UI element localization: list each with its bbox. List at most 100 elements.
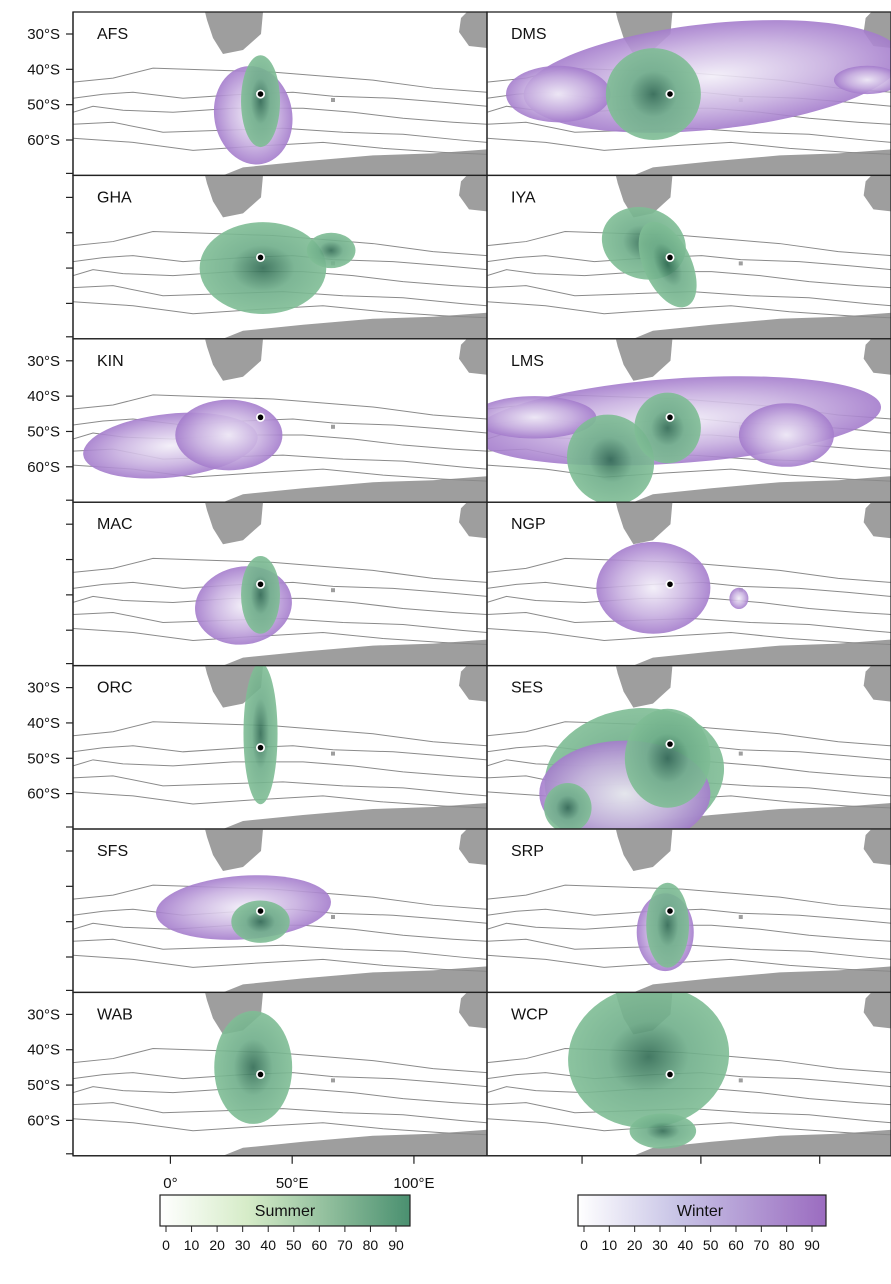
- y-tick-label: 50°S: [27, 750, 60, 767]
- winter-colorbar-tick-label: 80: [779, 1237, 795, 1253]
- island-kerguelen: [738, 1078, 743, 1083]
- map-panel-ses: SES: [486, 664, 891, 830]
- winter-colorbar-tick-label: 40: [678, 1237, 694, 1253]
- map-panel-lms: LMS: [486, 338, 891, 503]
- y-tick-label: 40°S: [27, 715, 60, 732]
- summer-density: [231, 900, 290, 943]
- summer-density: [638, 221, 697, 308]
- panel-label: WAB: [97, 1006, 133, 1023]
- front-line: [73, 938, 487, 960]
- winter-density: [175, 399, 283, 471]
- front-line: [73, 791, 487, 809]
- island-kerguelen: [738, 261, 743, 266]
- winter-colorbar-tick-label: 30: [652, 1237, 668, 1253]
- front-line: [73, 775, 487, 797]
- island-kerguelen: [738, 915, 743, 919]
- map-panel-sfs: SFS: [72, 828, 488, 994]
- map-panel-wab: WAB: [72, 991, 488, 1157]
- map-panel-gha: GHA: [72, 174, 488, 340]
- y-tick-label: 30°S: [27, 680, 60, 697]
- front-line: [487, 464, 891, 482]
- y-tick-label: 60°S: [27, 786, 60, 803]
- land-africa: [615, 829, 673, 871]
- summer-density: [199, 222, 327, 314]
- map-panel-ngp: NGP: [486, 501, 891, 667]
- land-antarctica: [633, 639, 891, 666]
- colony-dot: [257, 744, 264, 751]
- colony-dot: [257, 1071, 264, 1078]
- land-africa: [205, 829, 263, 871]
- front-line: [487, 884, 891, 910]
- land-antarctica: [633, 966, 891, 993]
- winter-colorbar: [577, 1194, 827, 1227]
- y-tick-label: 50°S: [27, 423, 60, 440]
- winter-legend-title: Winter: [677, 1203, 724, 1220]
- island-kerguelen: [331, 751, 335, 756]
- land-africa: [205, 338, 263, 381]
- land-antarctica: [633, 312, 891, 339]
- y-tick-label: 60°S: [27, 1112, 60, 1129]
- panel-label: GHA: [97, 189, 132, 206]
- summer-density: [624, 708, 711, 808]
- map-panel-srp: SRP: [486, 828, 891, 994]
- colony-dot: [667, 741, 673, 747]
- summer-legend-title: Summer: [255, 1203, 316, 1220]
- summer-density: [241, 55, 280, 148]
- winter-colorbar-tick-label: 20: [627, 1237, 643, 1253]
- colony-dot: [257, 254, 264, 261]
- winter-density: [487, 396, 597, 439]
- front-line: [487, 137, 891, 155]
- land-africa: [205, 502, 263, 545]
- front-line: [487, 231, 891, 257]
- summer-density: [566, 414, 655, 503]
- panel-label: AFS: [97, 26, 128, 43]
- winter-colorbar-tick-label: 60: [728, 1237, 744, 1253]
- y-tick-label: 40°S: [27, 388, 60, 405]
- front-line: [487, 1118, 891, 1136]
- front-line: [73, 954, 487, 972]
- land-africa: [205, 12, 263, 54]
- land-antarctica: [223, 1129, 487, 1156]
- island-kerguelen: [738, 751, 743, 756]
- front-line: [73, 1102, 487, 1124]
- map-panel-afs: AFS: [72, 11, 488, 177]
- winter-density: [596, 541, 711, 634]
- panel-label: SES: [511, 680, 543, 697]
- y-tick-label: 40°S: [27, 1042, 60, 1059]
- front-line: [73, 745, 487, 761]
- island-kerguelen: [331, 424, 335, 429]
- panel-label: DMS: [511, 26, 547, 43]
- panel-label: LMS: [511, 353, 544, 370]
- map-panel-dms: DMS: [486, 11, 891, 177]
- summer-density: [605, 48, 701, 140]
- summer-colorbar-tick-label: 80: [363, 1237, 379, 1253]
- y-tick-label: 40°S: [27, 61, 60, 78]
- y-tick-label: 30°S: [27, 26, 60, 43]
- winter-colorbar-tick-label: 50: [703, 1237, 719, 1253]
- land-antarctica: [223, 149, 487, 176]
- colony-dot: [667, 254, 673, 261]
- summer-density: [241, 556, 280, 634]
- summer-density: [214, 1010, 293, 1124]
- colony-dot: [667, 91, 673, 97]
- colony-dot: [257, 908, 264, 914]
- panel-label: SFS: [97, 843, 128, 860]
- colony-dot: [667, 1071, 673, 1078]
- island-kerguelen: [331, 588, 335, 593]
- map-panel-iya: IYA: [486, 174, 891, 340]
- land-australia: [863, 992, 891, 1029]
- panel-grid: AFS DMS GHA IYA KIN LMS MAC NGP ORC SES SFS SRP WAB W…: [72, 11, 891, 1157]
- land-australia: [863, 338, 891, 375]
- summer-density: [568, 992, 730, 1128]
- summer-legend: Summer 0 10 20 30 40 50 60 70 80 90: [159, 1194, 411, 1253]
- land-australia: [459, 665, 487, 702]
- y-axis: 30°S 40°S 50°S 60°S 30°S 40°S 50°S 60°S 30°S 40°S…: [27, 12, 74, 1156]
- map-panel-kin: KIN: [72, 338, 488, 503]
- land-australia: [459, 502, 487, 539]
- summer-density: [243, 665, 278, 805]
- summer-density: [634, 392, 701, 464]
- panel-label: WCP: [511, 1006, 548, 1023]
- x-tick-label: 50°E: [276, 1175, 309, 1192]
- y-tick-label: 50°S: [27, 97, 60, 114]
- land-australia: [459, 829, 487, 865]
